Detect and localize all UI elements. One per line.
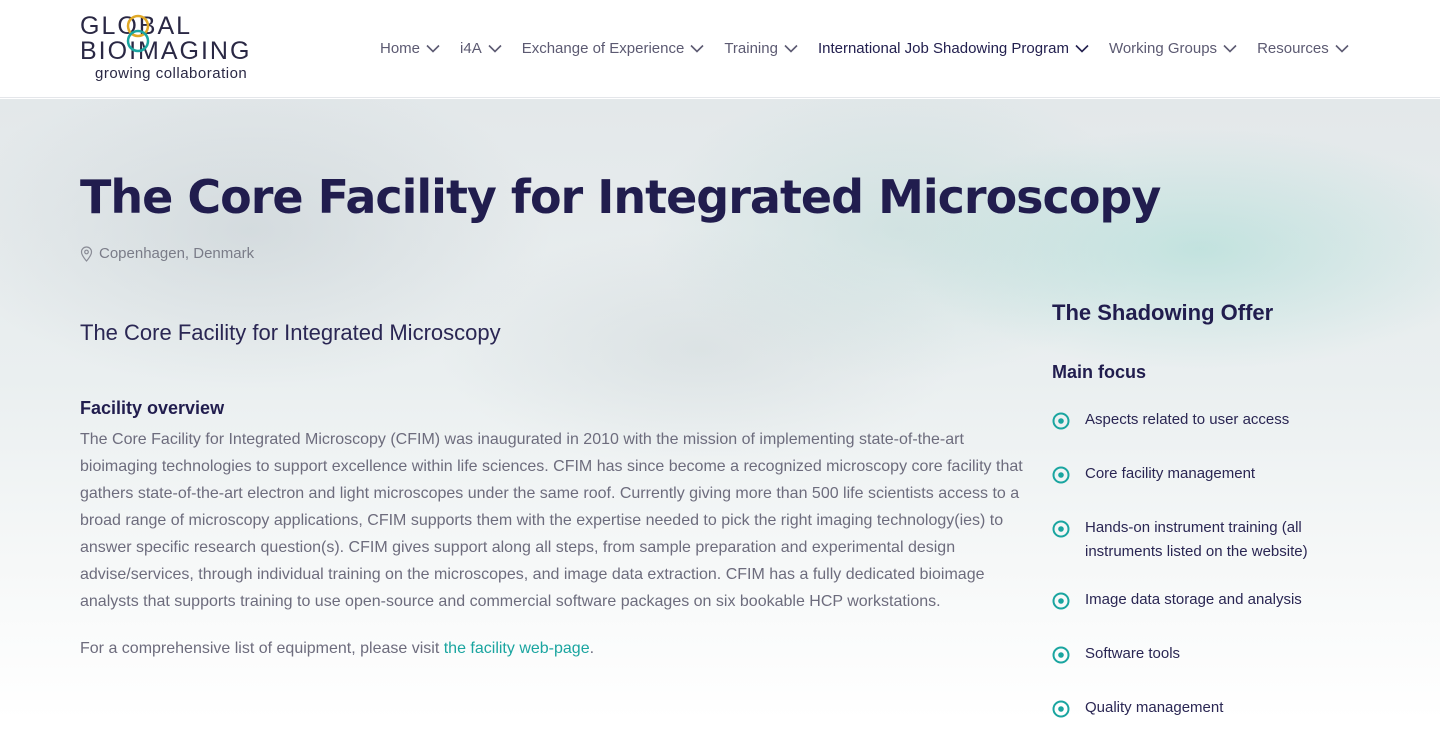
page-title: The Core Facility for Integrated Microsc… xyxy=(80,170,1161,224)
main-column: Facility overview The Core Facility for … xyxy=(80,396,1025,662)
focus-item-text: Aspects related to user access xyxy=(1085,411,1290,428)
focus-item: Aspects related to user access xyxy=(1052,408,1352,438)
site-header: GLOBAL BIOIMAGING growing collaboration … xyxy=(0,0,1440,98)
chevron-down-icon xyxy=(784,44,798,53)
nav-label: Resources xyxy=(1257,40,1329,57)
focus-item: Image data storage and analysis xyxy=(1052,588,1352,618)
main-nav: Home i4A Exchange of Experience Training Int… xyxy=(380,40,1369,57)
chevron-down-icon xyxy=(1223,44,1237,53)
facility-web-page-link[interactable]: the facility web-page xyxy=(443,640,590,657)
radio-dot-icon xyxy=(1052,520,1070,538)
logo-line2: BIOIMAGING xyxy=(80,37,252,65)
nav-item[interactable]: International Job Shadowing Program xyxy=(818,40,1089,57)
nav-label: International Job Shadowing Program xyxy=(817,40,1069,57)
main-focus-list: Aspects related to user access Core facil… xyxy=(1052,408,1352,750)
nav-label: Working Groups xyxy=(1108,40,1218,57)
nav-item[interactable]: Resources xyxy=(1257,40,1349,57)
chevron-down-icon xyxy=(1075,44,1089,53)
chevron-down-icon xyxy=(1335,44,1349,53)
logo-tagline: growing collaboration xyxy=(95,65,248,82)
nav-item[interactable]: i4A xyxy=(460,40,502,57)
focus-item: Hands-on instrument training (all instru… xyxy=(1052,516,1352,564)
focus-item: Core facility management xyxy=(1052,462,1352,492)
global-bioimaging-logo[interactable]: GLOBAL BIOIMAGING growing collaboration xyxy=(80,14,312,86)
focus-item-text: Image data storage and analysis xyxy=(1085,591,1302,608)
nav-label: Home xyxy=(380,40,421,57)
location-text: Copenhagen, Denmark xyxy=(99,245,255,262)
nav-label: i4A xyxy=(460,40,482,57)
nav-item[interactable]: Home xyxy=(380,40,440,57)
overview-heading: Facility overview xyxy=(80,398,225,418)
location: Copenhagen, Denmark xyxy=(80,245,254,262)
radio-dot-icon xyxy=(1052,646,1070,664)
nav-label: Training xyxy=(724,40,778,57)
chevron-down-icon xyxy=(690,44,704,53)
focus-item-text: Software tools xyxy=(1085,645,1181,662)
radio-dot-icon xyxy=(1052,592,1070,610)
chevron-down-icon xyxy=(426,44,440,53)
nav-item[interactable]: Working Groups xyxy=(1109,40,1237,57)
logo-rings-icon xyxy=(126,14,150,53)
radio-dot-icon xyxy=(1052,466,1070,484)
chevron-down-icon xyxy=(488,44,502,53)
focus-item: Software tools xyxy=(1052,642,1352,672)
hero-background xyxy=(0,99,1440,720)
nav-item[interactable]: Training xyxy=(724,40,798,57)
focus-item-text: Core facility management xyxy=(1085,465,1256,482)
focus-item-text: Hands-on instrument training (all instru… xyxy=(1085,519,1308,560)
visit-paragraph: For a comprehensive list of equipment, p… xyxy=(80,635,1025,662)
shadowing-offer-heading: The Shadowing Offer xyxy=(1052,300,1274,325)
map-pin-icon xyxy=(80,245,93,262)
visit-end: . xyxy=(589,640,595,657)
radio-dot-icon xyxy=(1052,700,1070,718)
nav-label: Exchange of Experience xyxy=(521,40,685,57)
focus-item-text: Quality management xyxy=(1085,699,1224,716)
overview-text: The Core Facility for Integrated Microsc… xyxy=(80,431,1023,610)
focus-item: Quality management xyxy=(1052,696,1352,726)
main-focus-heading: Main focus xyxy=(1052,362,1147,382)
facility-subtitle: The Core Facility for Integrated Microsc… xyxy=(80,320,501,345)
nav-item[interactable]: Exchange of Experience xyxy=(522,40,705,57)
radio-dot-icon xyxy=(1052,412,1070,430)
visit-text: For a comprehensive list of equipment, p… xyxy=(80,640,444,657)
